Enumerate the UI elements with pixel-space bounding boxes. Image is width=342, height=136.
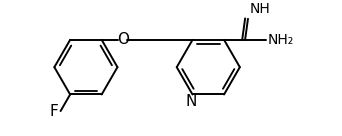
- Text: NH₂: NH₂: [268, 33, 294, 47]
- Text: N: N: [186, 94, 197, 109]
- Text: F: F: [50, 103, 59, 119]
- Text: O: O: [117, 32, 129, 47]
- Text: NH: NH: [250, 2, 271, 16]
